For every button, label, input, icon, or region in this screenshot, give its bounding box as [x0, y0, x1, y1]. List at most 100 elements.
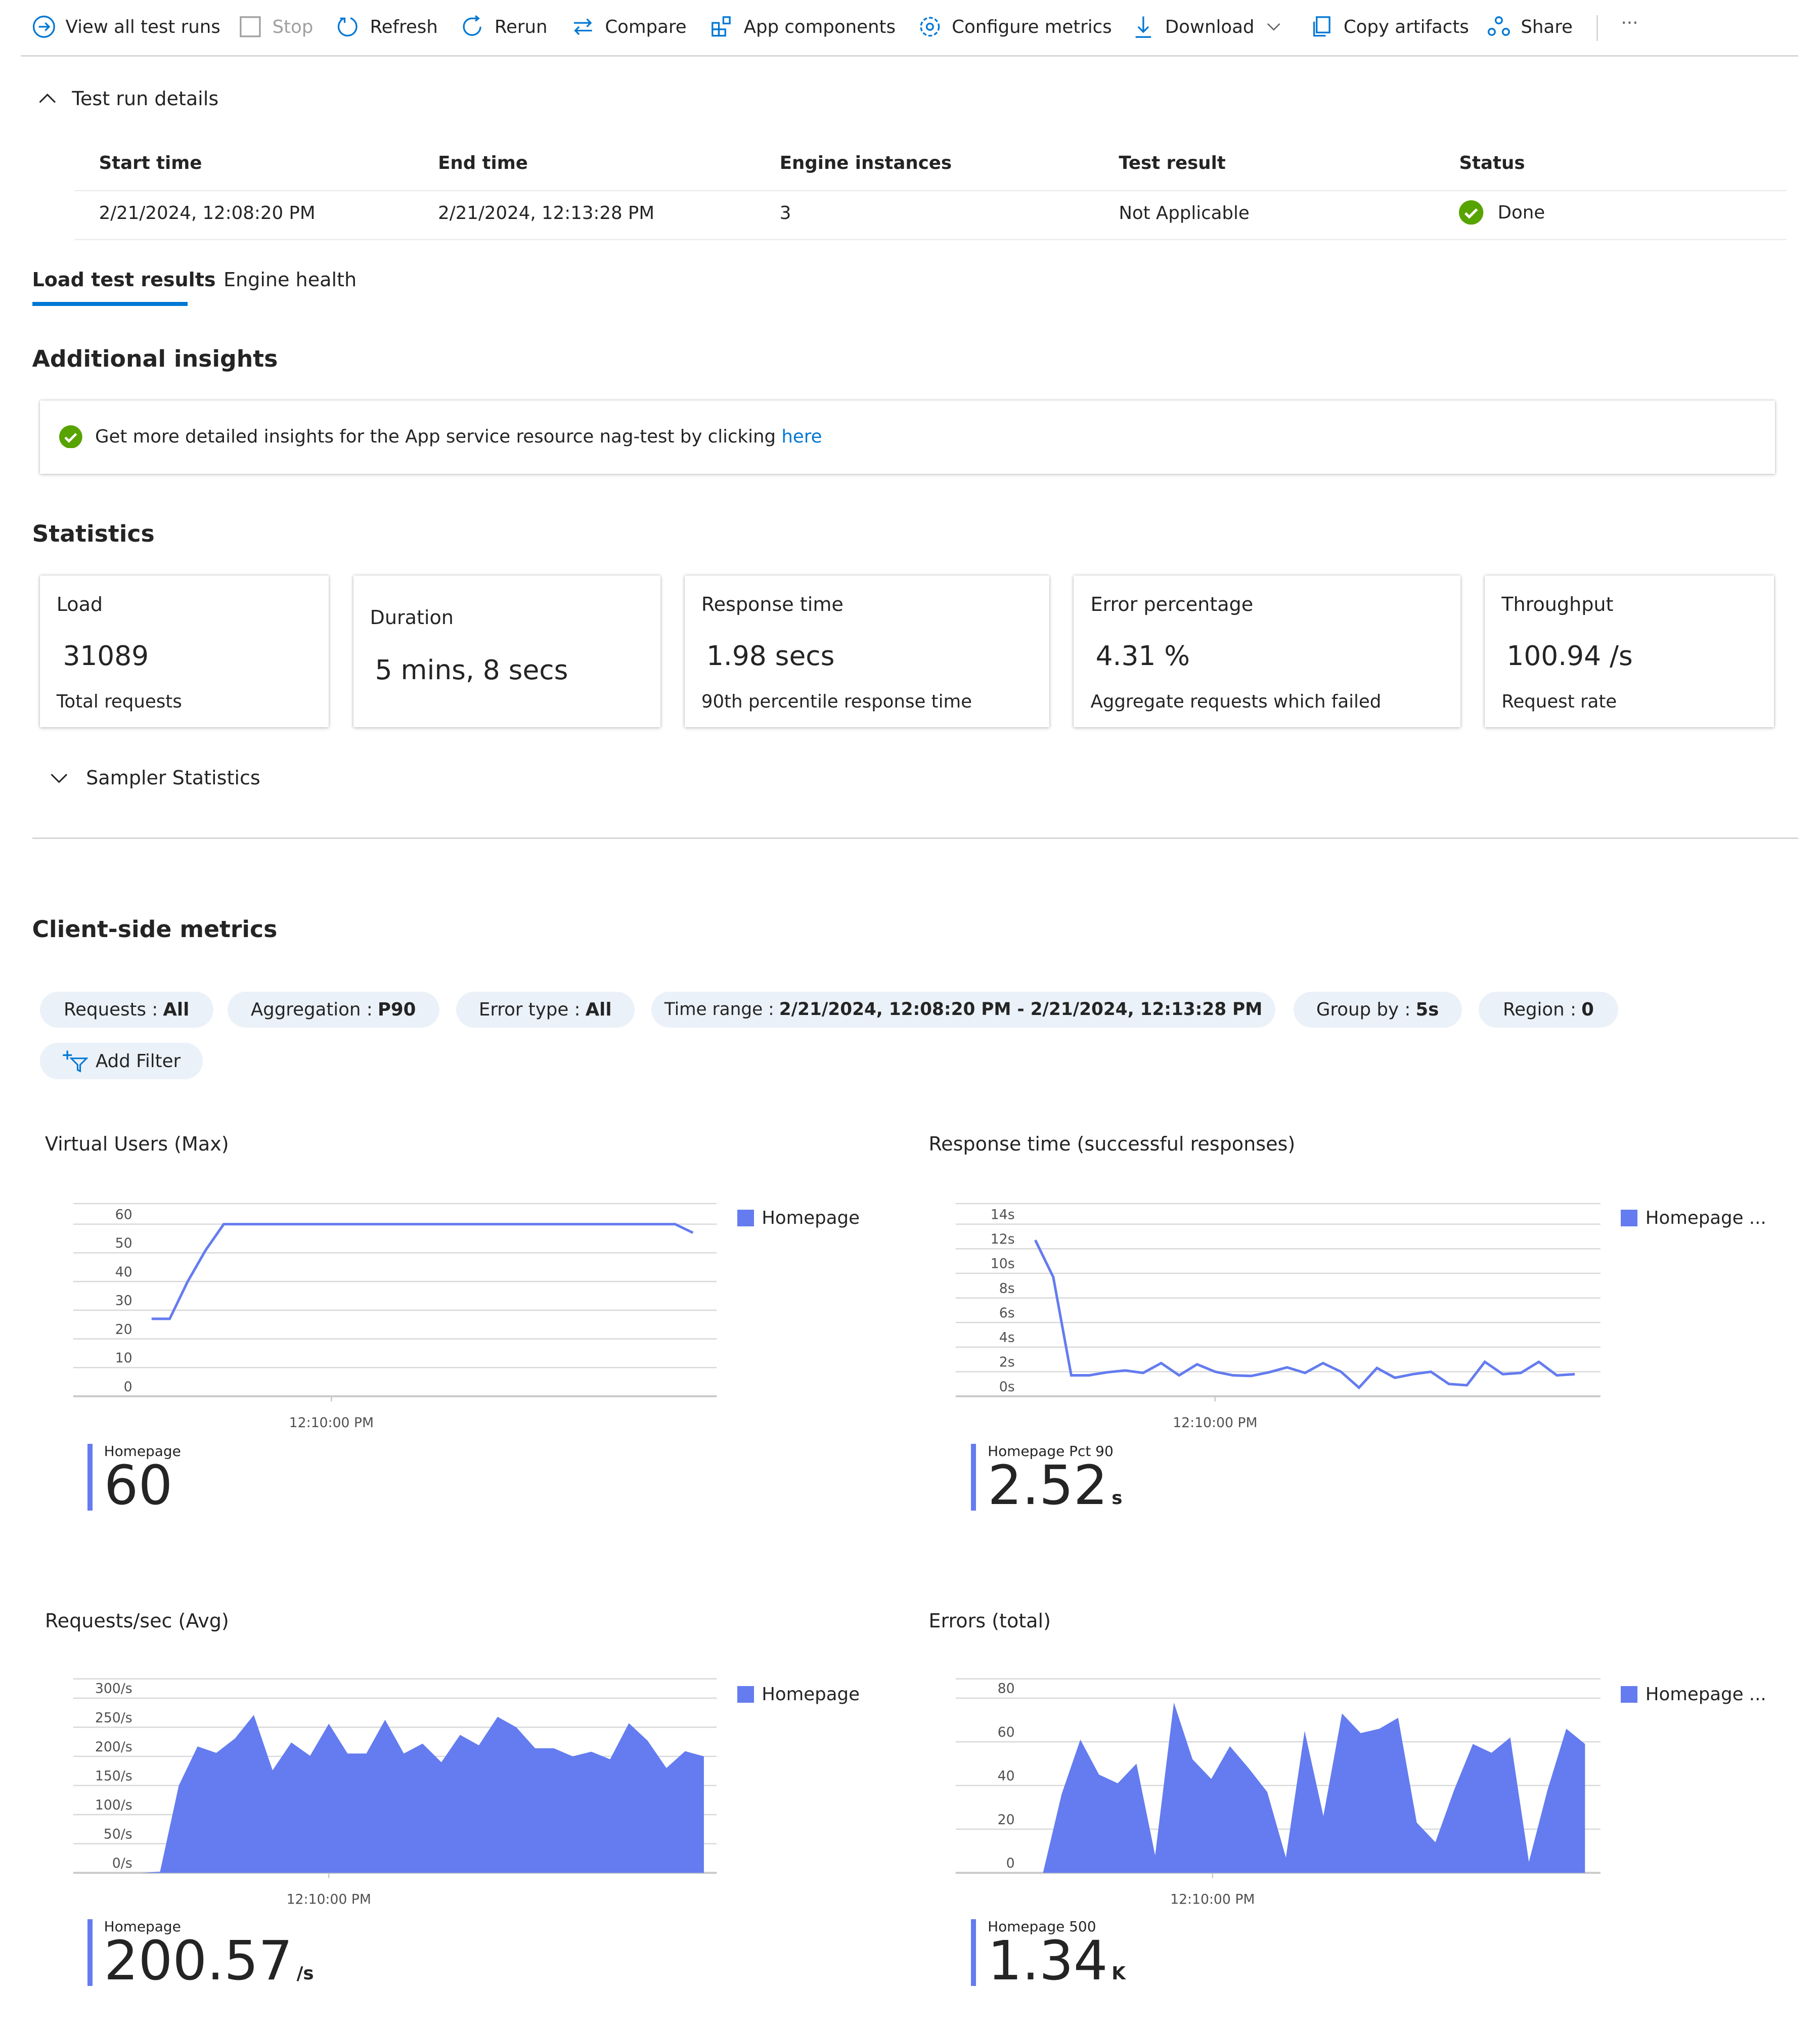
header-engine-instances: Engine instances [779, 153, 952, 174]
x-tick-label: 12:10:00 PM [287, 1891, 371, 1907]
header-test-result: Test result [1119, 153, 1226, 174]
chevron-up-icon [39, 93, 56, 103]
y-tick-label: 300/s [95, 1681, 132, 1697]
app-components-button[interactable]: App components [711, 15, 896, 38]
load-card: Load 31089 Total requests [39, 575, 329, 727]
summary-errors: Homepage 500 1.34 K [971, 1919, 1126, 1988]
filter-region[interactable]: Region :0 [1478, 991, 1619, 1028]
response-time-card: Response time 1.98 secs 90th percentile … [684, 575, 1050, 727]
sampler-statistics-toggle[interactable]: Sampler Statistics [50, 767, 260, 789]
y-tick-label: 6s [999, 1305, 1015, 1321]
stop-checkbox-icon [240, 16, 261, 38]
rerun-icon [463, 15, 481, 36]
add-filter-icon [63, 1050, 88, 1073]
insights-banner: Get more detailed insights for the App s… [40, 401, 1775, 474]
insights-text: Get more detailed insights for the App s… [95, 426, 776, 448]
x-tick-label: 12:10:00 PM [1170, 1891, 1255, 1907]
filter-aggregation[interactable]: Aggregation : P90 [227, 991, 439, 1028]
throughput-card: Throughput 100.94 /s Request rate [1485, 575, 1774, 727]
legend-item[interactable]: Homepage ... [1621, 1684, 1766, 1705]
tab-engine-health[interactable]: Engine health [223, 268, 357, 291]
y-tick-label: 4s [999, 1330, 1015, 1346]
duration-card: Duration 5 mins, 8 secs [353, 575, 660, 727]
y-tick-label: 30 [115, 1293, 132, 1309]
compare-button[interactable]: Compare [571, 15, 687, 38]
y-tick-label: 12s [991, 1231, 1015, 1247]
insights-link[interactable]: here [781, 426, 822, 448]
y-tick-label: 60 [998, 1725, 1015, 1740]
summary-requests-per-sec: Homepage 200.57/s [87, 1919, 314, 1988]
chart-1: 0s 2s 4s 6s 8s 10s 12s 14s 12:10:00 PM [955, 1203, 1601, 1431]
download-icon [1135, 17, 1151, 38]
chart-title-requests-per-sec: Requests/sec (Avg) [45, 1609, 229, 1632]
refresh-button[interactable]: Refresh [336, 15, 438, 38]
y-tick-label: 80 [998, 1681, 1015, 1697]
y-tick-label: 0 [1006, 1855, 1015, 1871]
status-badge: Done [1459, 200, 1545, 225]
filter-requests[interactable]: Requests : All [39, 991, 213, 1028]
section-divider [32, 837, 1798, 839]
download-button[interactable]: Download [1132, 15, 1283, 38]
chevron-down-icon [1267, 23, 1280, 31]
start-time-cell: 2/21/2024, 12:08:20 PM [99, 203, 316, 224]
series-line [1034, 1240, 1575, 1390]
more-options-button[interactable]: ··· [1621, 13, 1638, 34]
copy-artifacts-button[interactable]: Copy artifacts [1310, 15, 1469, 38]
card-value: 4.31 % [1095, 639, 1190, 672]
rerun-button[interactable]: Rerun [461, 15, 548, 38]
y-tick-label: 50/s [104, 1827, 132, 1842]
chevron-down-icon [51, 773, 68, 783]
y-tick-label: 0 [124, 1379, 132, 1395]
table-divider [74, 239, 1787, 240]
chart-title-response-time: Response time (successful responses) [928, 1133, 1296, 1156]
y-tick-label: 0/s [112, 1855, 132, 1871]
filter-group-by[interactable]: Group by :5s [1293, 991, 1462, 1028]
legend-item[interactable]: Homepage [737, 1684, 860, 1705]
refresh-icon [338, 17, 358, 37]
toolbar-divider [1596, 15, 1598, 41]
y-tick-label: 10 [115, 1350, 132, 1366]
card-subtitle: 90th percentile response time [701, 691, 972, 712]
end-time-cell: 2/21/2024, 12:13:28 PM [438, 203, 655, 224]
y-tick-label: 60 [115, 1207, 132, 1222]
legend-swatch [737, 1209, 754, 1226]
view-all-test-runs-button[interactable]: View all test runs [32, 15, 220, 38]
series-area [1043, 1702, 1585, 1873]
series-area [141, 1715, 704, 1873]
legend-item[interactable]: Homepage [737, 1208, 860, 1228]
y-tick-label: 0s [999, 1379, 1015, 1395]
y-tick-label: 8s [999, 1280, 1015, 1296]
configure-metrics-button[interactable]: Configure metrics [918, 15, 1112, 38]
y-tick-label: 40 [115, 1264, 132, 1280]
statistics-heading: Statistics [32, 520, 155, 547]
chart-3: 0 20 40 60 80 12:10:00 PM [955, 1678, 1601, 1907]
y-tick-label: 40 [998, 1768, 1015, 1784]
card-title: Error percentage [1090, 593, 1254, 616]
card-value: 100.94 /s [1506, 639, 1633, 672]
card-value: 5 mins, 8 secs [375, 653, 568, 686]
card-title: Response time [701, 593, 844, 616]
chart-title-errors: Errors (total) [928, 1609, 1051, 1632]
y-tick-label: 10s [991, 1256, 1015, 1272]
stop-button[interactable]: Stop [239, 15, 313, 38]
tab-load-test-results[interactable]: Load test results [32, 268, 216, 291]
share-icon [1488, 16, 1511, 36]
filter-time-range[interactable]: Time range :2/21/2024, 12:08:20 PM - 2/2… [651, 991, 1276, 1028]
card-title: Load [56, 593, 103, 616]
header-status: Status [1459, 153, 1525, 174]
chart-title-virtual-users: Virtual Users (Max) [45, 1133, 229, 1156]
filter-error-type[interactable]: Error type : All [456, 991, 635, 1028]
add-filter-button[interactable]: Add Filter [39, 1043, 203, 1079]
header-start-time: Start time [99, 153, 202, 174]
test-run-details-toggle[interactable]: Test run details [38, 87, 218, 110]
header-end-time: End time [438, 153, 528, 174]
y-tick-label: 2s [999, 1354, 1015, 1370]
y-tick-label: 150/s [95, 1768, 132, 1784]
share-button[interactable]: Share [1487, 15, 1573, 38]
legend-item[interactable]: Homepage ... [1621, 1208, 1766, 1228]
test-result-cell: Not Applicable [1119, 203, 1250, 224]
arrow-circle-right-icon [32, 16, 55, 38]
additional-insights-heading: Additional insights [32, 345, 278, 373]
